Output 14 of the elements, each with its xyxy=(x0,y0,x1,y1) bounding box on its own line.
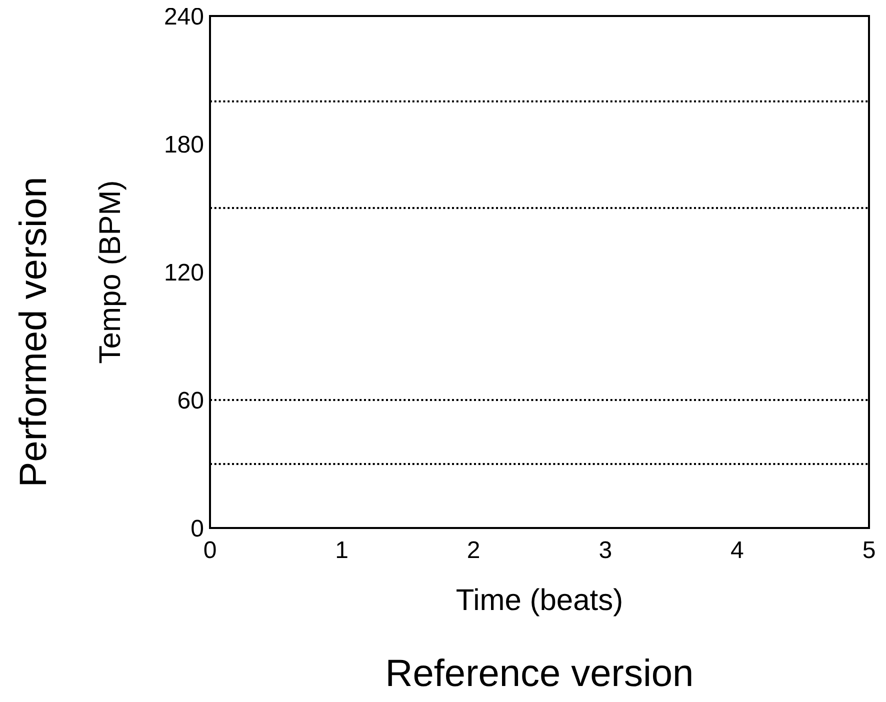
x-axis-title: Time (beats) xyxy=(456,584,624,617)
y-tick-label: 240 xyxy=(164,3,204,30)
x-tick-label: 4 xyxy=(730,537,744,564)
x-tick-label: 3 xyxy=(598,537,612,564)
y-tick-label: 0 xyxy=(190,515,204,542)
y-tick-label: 120 xyxy=(164,259,204,286)
x-tick-label: 1 xyxy=(335,537,348,564)
y-axis-title: Tempo (BPM) xyxy=(94,180,127,364)
y-tick-label: 180 xyxy=(164,131,204,158)
y-tick-label: 60 xyxy=(177,387,204,414)
text: Performed version xyxy=(13,176,55,488)
x-tick-label: 5 xyxy=(862,537,876,564)
text: Reference version xyxy=(385,653,694,695)
x-tick-label: 2 xyxy=(466,537,480,564)
